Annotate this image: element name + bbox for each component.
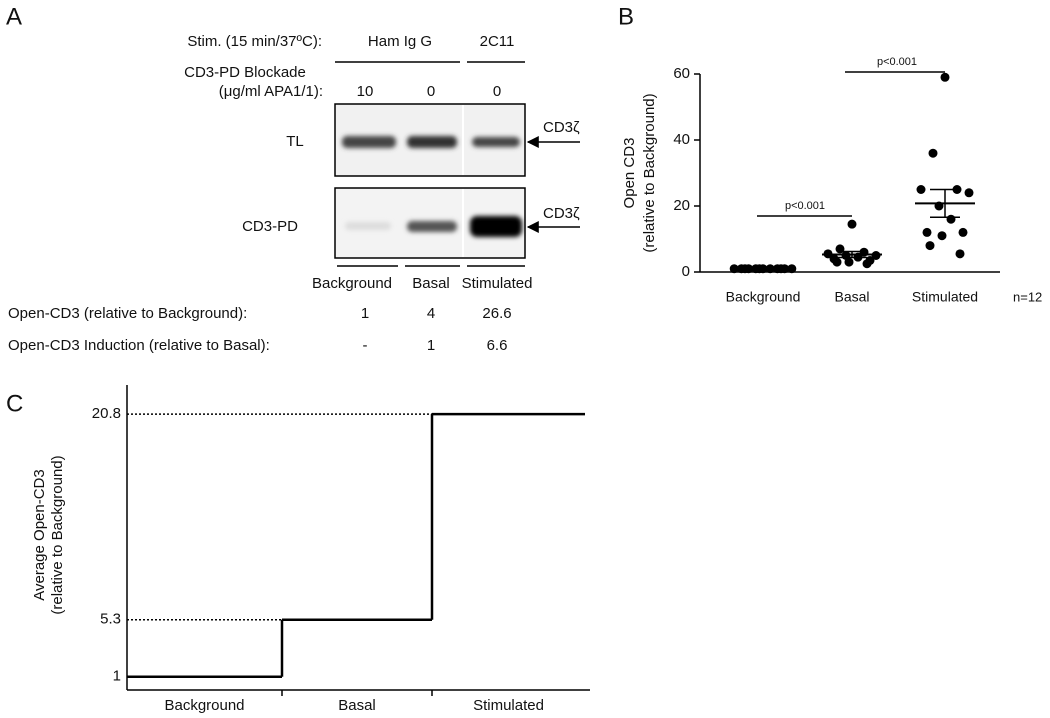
p-value: p<0.001 — [785, 200, 825, 212]
data-point — [958, 227, 968, 237]
data-point — [847, 219, 857, 229]
data-point — [946, 214, 956, 224]
x-tick-label: Stimulated — [912, 289, 978, 305]
row-value: 4 — [427, 305, 435, 322]
x-tick-label: Basal — [834, 289, 869, 305]
y-axis-title: (relative to Background) — [641, 93, 658, 252]
blockade-value: 0 — [427, 83, 435, 100]
lane-label: Basal — [412, 275, 450, 292]
data-point — [832, 257, 842, 267]
x-tick-label: Basal — [338, 697, 376, 714]
data-point — [928, 148, 938, 158]
row-value: 6.6 — [487, 337, 508, 354]
y-tick-label: 20 — [673, 197, 690, 214]
x-tick-label: Background — [164, 697, 244, 714]
blot-label: TL — [286, 133, 304, 150]
blockade-value: 10 — [357, 83, 374, 100]
band-label: CD3ζ — [543, 205, 580, 222]
lane-label: Background — [312, 275, 392, 292]
y-tick-label: 0 — [682, 263, 690, 280]
x-tick-label: Stimulated — [473, 697, 544, 714]
row-value: 1 — [427, 337, 435, 354]
row-value: - — [363, 337, 368, 354]
y-tick-label: 40 — [673, 131, 690, 148]
row-value: 1 — [361, 305, 369, 322]
data-point — [964, 188, 974, 198]
group-label: 2C11 — [480, 33, 515, 50]
row-label: Open-CD3 (relative to Background): — [8, 305, 247, 322]
y-tick-label: 5.3 — [100, 611, 121, 628]
row-label: Open-CD3 Induction (relative to Basal): — [8, 337, 270, 354]
blockade-label: CD3-PD Blockade — [184, 64, 306, 81]
y-tick-label: 1 — [113, 668, 121, 685]
row-value: 26.6 — [482, 305, 511, 322]
y-axis-title: Open CD3 — [621, 138, 638, 209]
y-axis-title: (relative to Background) — [49, 455, 66, 614]
band-label: CD3ζ — [543, 119, 580, 136]
p-value: p<0.001 — [877, 56, 917, 68]
group-label: Ham Ig G — [368, 33, 432, 50]
panel-label: C — [6, 390, 23, 417]
data-point — [922, 227, 932, 237]
bands — [345, 216, 522, 237]
bands — [342, 136, 520, 148]
y-tick-label: 60 — [673, 65, 690, 82]
blot-label: CD3-PD — [242, 218, 298, 235]
data-point — [937, 231, 947, 241]
blockade-value: 0 — [493, 83, 501, 100]
y-tick-label: 20.8 — [92, 405, 121, 422]
x-tick-label: Background — [726, 289, 801, 305]
panel-label: B — [618, 3, 634, 30]
data-point — [862, 259, 872, 269]
stim-label: Stim. (15 min/37ºC): — [187, 33, 322, 50]
panel-label: A — [6, 3, 22, 30]
blockade-label: (μg/ml APA1/1): — [219, 83, 323, 100]
sample-size: n=12 — [1013, 289, 1042, 304]
data-point — [955, 249, 965, 259]
lane-label: Stimulated — [462, 275, 533, 292]
data-point — [916, 185, 926, 194]
data-point — [940, 72, 950, 82]
data-point — [844, 257, 854, 267]
y-axis-title: Average Open-CD3 — [31, 469, 48, 600]
data-point — [925, 241, 935, 251]
